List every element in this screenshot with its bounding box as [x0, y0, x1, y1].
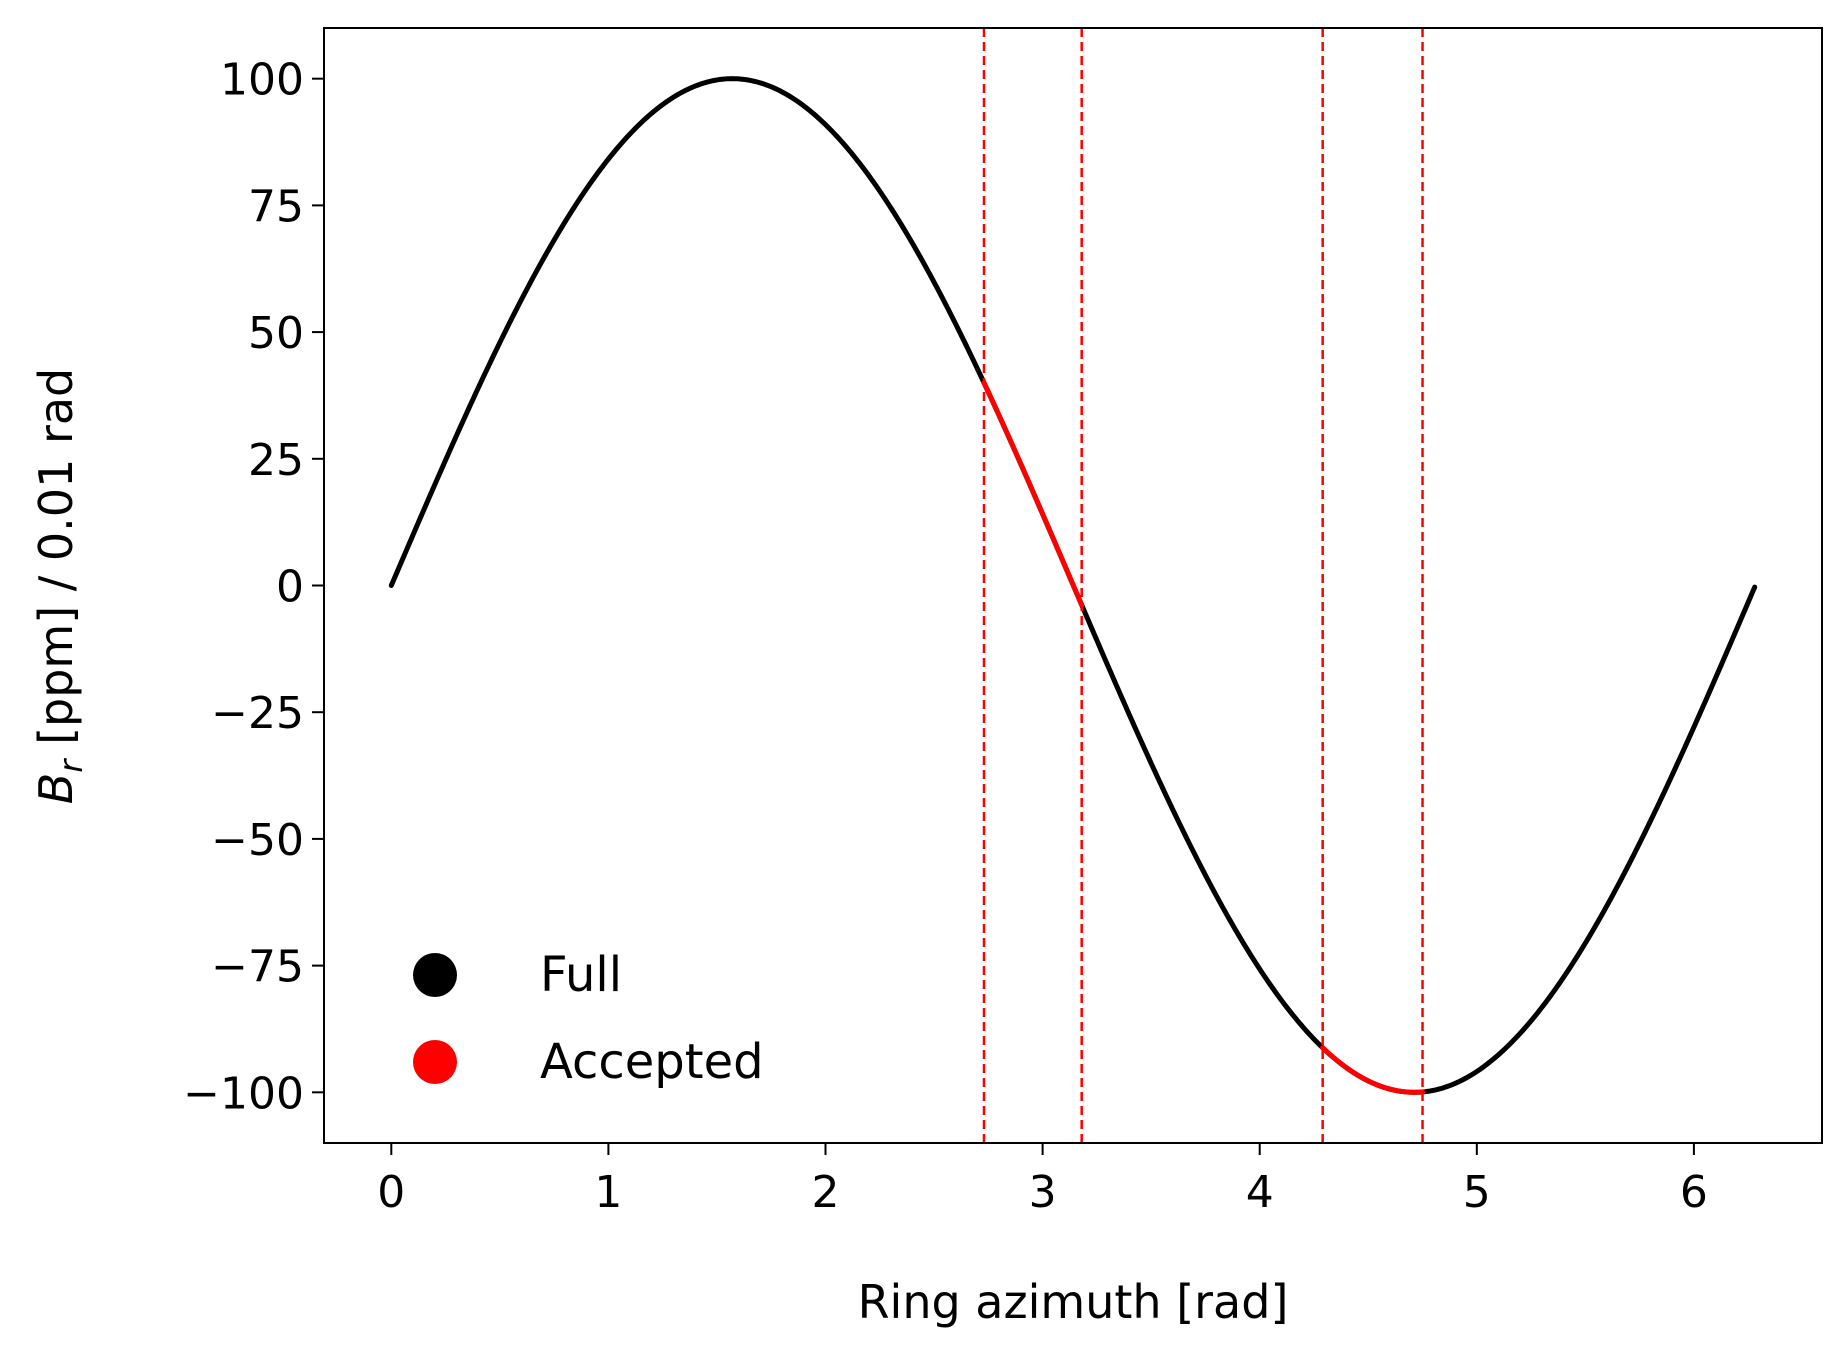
- y-tick-label-100: 100: [220, 55, 304, 106]
- x-tick-label-6: 6: [1680, 1167, 1708, 1218]
- legend-marker-full: [413, 953, 457, 997]
- x-tick-label-4: 4: [1246, 1167, 1274, 1218]
- y-axis-label-rest: [ppm] / 0.01 rad: [29, 368, 83, 760]
- x-tick-label-0: 0: [377, 1167, 405, 1218]
- vline-layer: [982, 28, 1424, 1143]
- legend-marker-accepted: [413, 1040, 457, 1084]
- y-tick-label-0: 0: [276, 562, 304, 613]
- y-axis-label: Br [ppm] / 0.01 rad: [29, 368, 90, 805]
- x-axis-label: Ring azimuth [rad]: [858, 1275, 1289, 1329]
- series-line-accepted-2: [1320, 1045, 1426, 1095]
- y-tick-label--75: −75: [211, 942, 304, 993]
- y-tick-label--100: −100: [183, 1068, 304, 1119]
- y-tick-label--25: −25: [211, 688, 304, 739]
- legend-label-accepted: Accepted: [540, 1034, 764, 1090]
- y-axis: 100 75 50 25 0 −25 −50 −75 −100: [183, 55, 324, 1119]
- x-tick-label-1: 1: [594, 1167, 622, 1218]
- y-axis-label-symbol: B: [29, 773, 83, 805]
- x-axis: 0 1 2 3 4 5 6: [377, 1143, 1708, 1218]
- x-tick-label-3: 3: [1029, 1167, 1057, 1218]
- legend: Full Accepted: [413, 947, 764, 1090]
- series-layer: [388, 76, 1758, 1095]
- legend-label-full: Full: [540, 947, 622, 1003]
- x-tick-label-5: 5: [1463, 1167, 1491, 1218]
- x-tick-label-2: 2: [812, 1167, 840, 1218]
- y-tick-label-75: 75: [248, 181, 304, 232]
- y-tick-label--50: −50: [211, 815, 304, 866]
- y-axis-label-subscript: r: [52, 758, 90, 773]
- y-tick-label-50: 50: [248, 308, 304, 359]
- y-tick-label-25: 25: [248, 435, 304, 486]
- series-line-accepted-1: [981, 380, 1085, 608]
